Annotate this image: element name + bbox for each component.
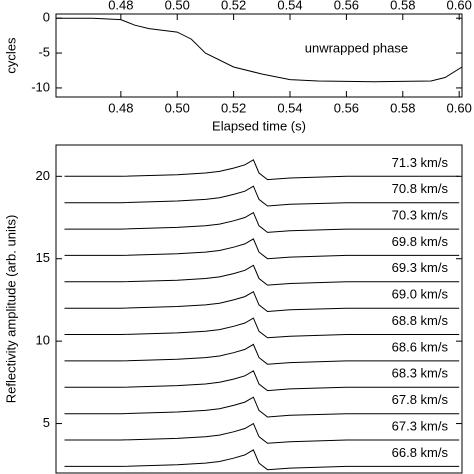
x-tick-label-top: 0.58: [390, 0, 415, 12]
trace: [64, 238, 460, 260]
y-tick-label: 15: [36, 250, 50, 265]
trace-label: 71.3 km/s: [392, 155, 449, 170]
trace-label: 68.3 km/s: [392, 366, 449, 381]
annotation: unwrapped phase: [305, 40, 408, 55]
x-tick-label-top: 0.50: [165, 0, 190, 12]
trace: [64, 396, 460, 418]
x-axis-label: Elapsed time (s): [212, 118, 306, 133]
trace: [64, 343, 460, 365]
trace: [64, 159, 460, 181]
x-tick-label: 0.58: [390, 100, 415, 115]
y-tick-label: 0: [43, 10, 50, 25]
trace-label: 66.8 km/s: [392, 445, 449, 460]
trace-label: 70.8 km/s: [392, 181, 449, 196]
trace-label: 70.3 km/s: [392, 207, 449, 222]
x-tick-label: 0.56: [334, 100, 359, 115]
trace-label: 69.8 km/s: [392, 234, 449, 249]
trace-label: 68.6 km/s: [392, 339, 449, 354]
trace: [64, 264, 460, 286]
trace: [64, 211, 460, 233]
x-tick-label: 0.52: [221, 100, 246, 115]
x-tick-label-top: 0.52: [221, 0, 246, 12]
plot-frame: [55, 144, 463, 474]
trace: [64, 317, 460, 339]
x-tick-label: 0.48: [108, 100, 133, 115]
x-tick-label: 0.60: [447, 100, 472, 115]
trace: [64, 290, 460, 313]
x-tick-label-top: 0.48: [108, 0, 133, 12]
y-tick-label: 5: [43, 415, 50, 430]
x-tick-label-top: 0.56: [334, 0, 359, 12]
x-tick-label-top: 0.54: [277, 0, 302, 12]
x-tick-label-top: 0.60: [447, 0, 472, 12]
trace: [64, 449, 460, 471]
trace-label: 67.8 km/s: [392, 392, 449, 407]
y-axis-label: cycles: [3, 37, 18, 74]
trace: [64, 370, 460, 392]
y-tick-label: -5: [38, 44, 50, 59]
trace-label: 68.8 km/s: [392, 313, 449, 328]
y-axis-label: Reflectivity amplitude (arb. units): [3, 215, 18, 404]
y-tick-label: 10: [36, 333, 50, 348]
trace: [64, 185, 460, 207]
trace-label: 69.0 km/s: [392, 287, 449, 302]
trace: [56, 17, 463, 83]
y-tick-label: -10: [31, 79, 50, 94]
x-tick-label: 0.54: [277, 100, 302, 115]
x-tick-label: 0.50: [165, 100, 190, 115]
plot-frame: [55, 13, 463, 98]
y-tick-label: 20: [36, 168, 50, 183]
trace-label: 69.3 km/s: [392, 260, 449, 275]
trace: [64, 422, 460, 444]
trace-label: 67.3 km/s: [392, 418, 449, 433]
